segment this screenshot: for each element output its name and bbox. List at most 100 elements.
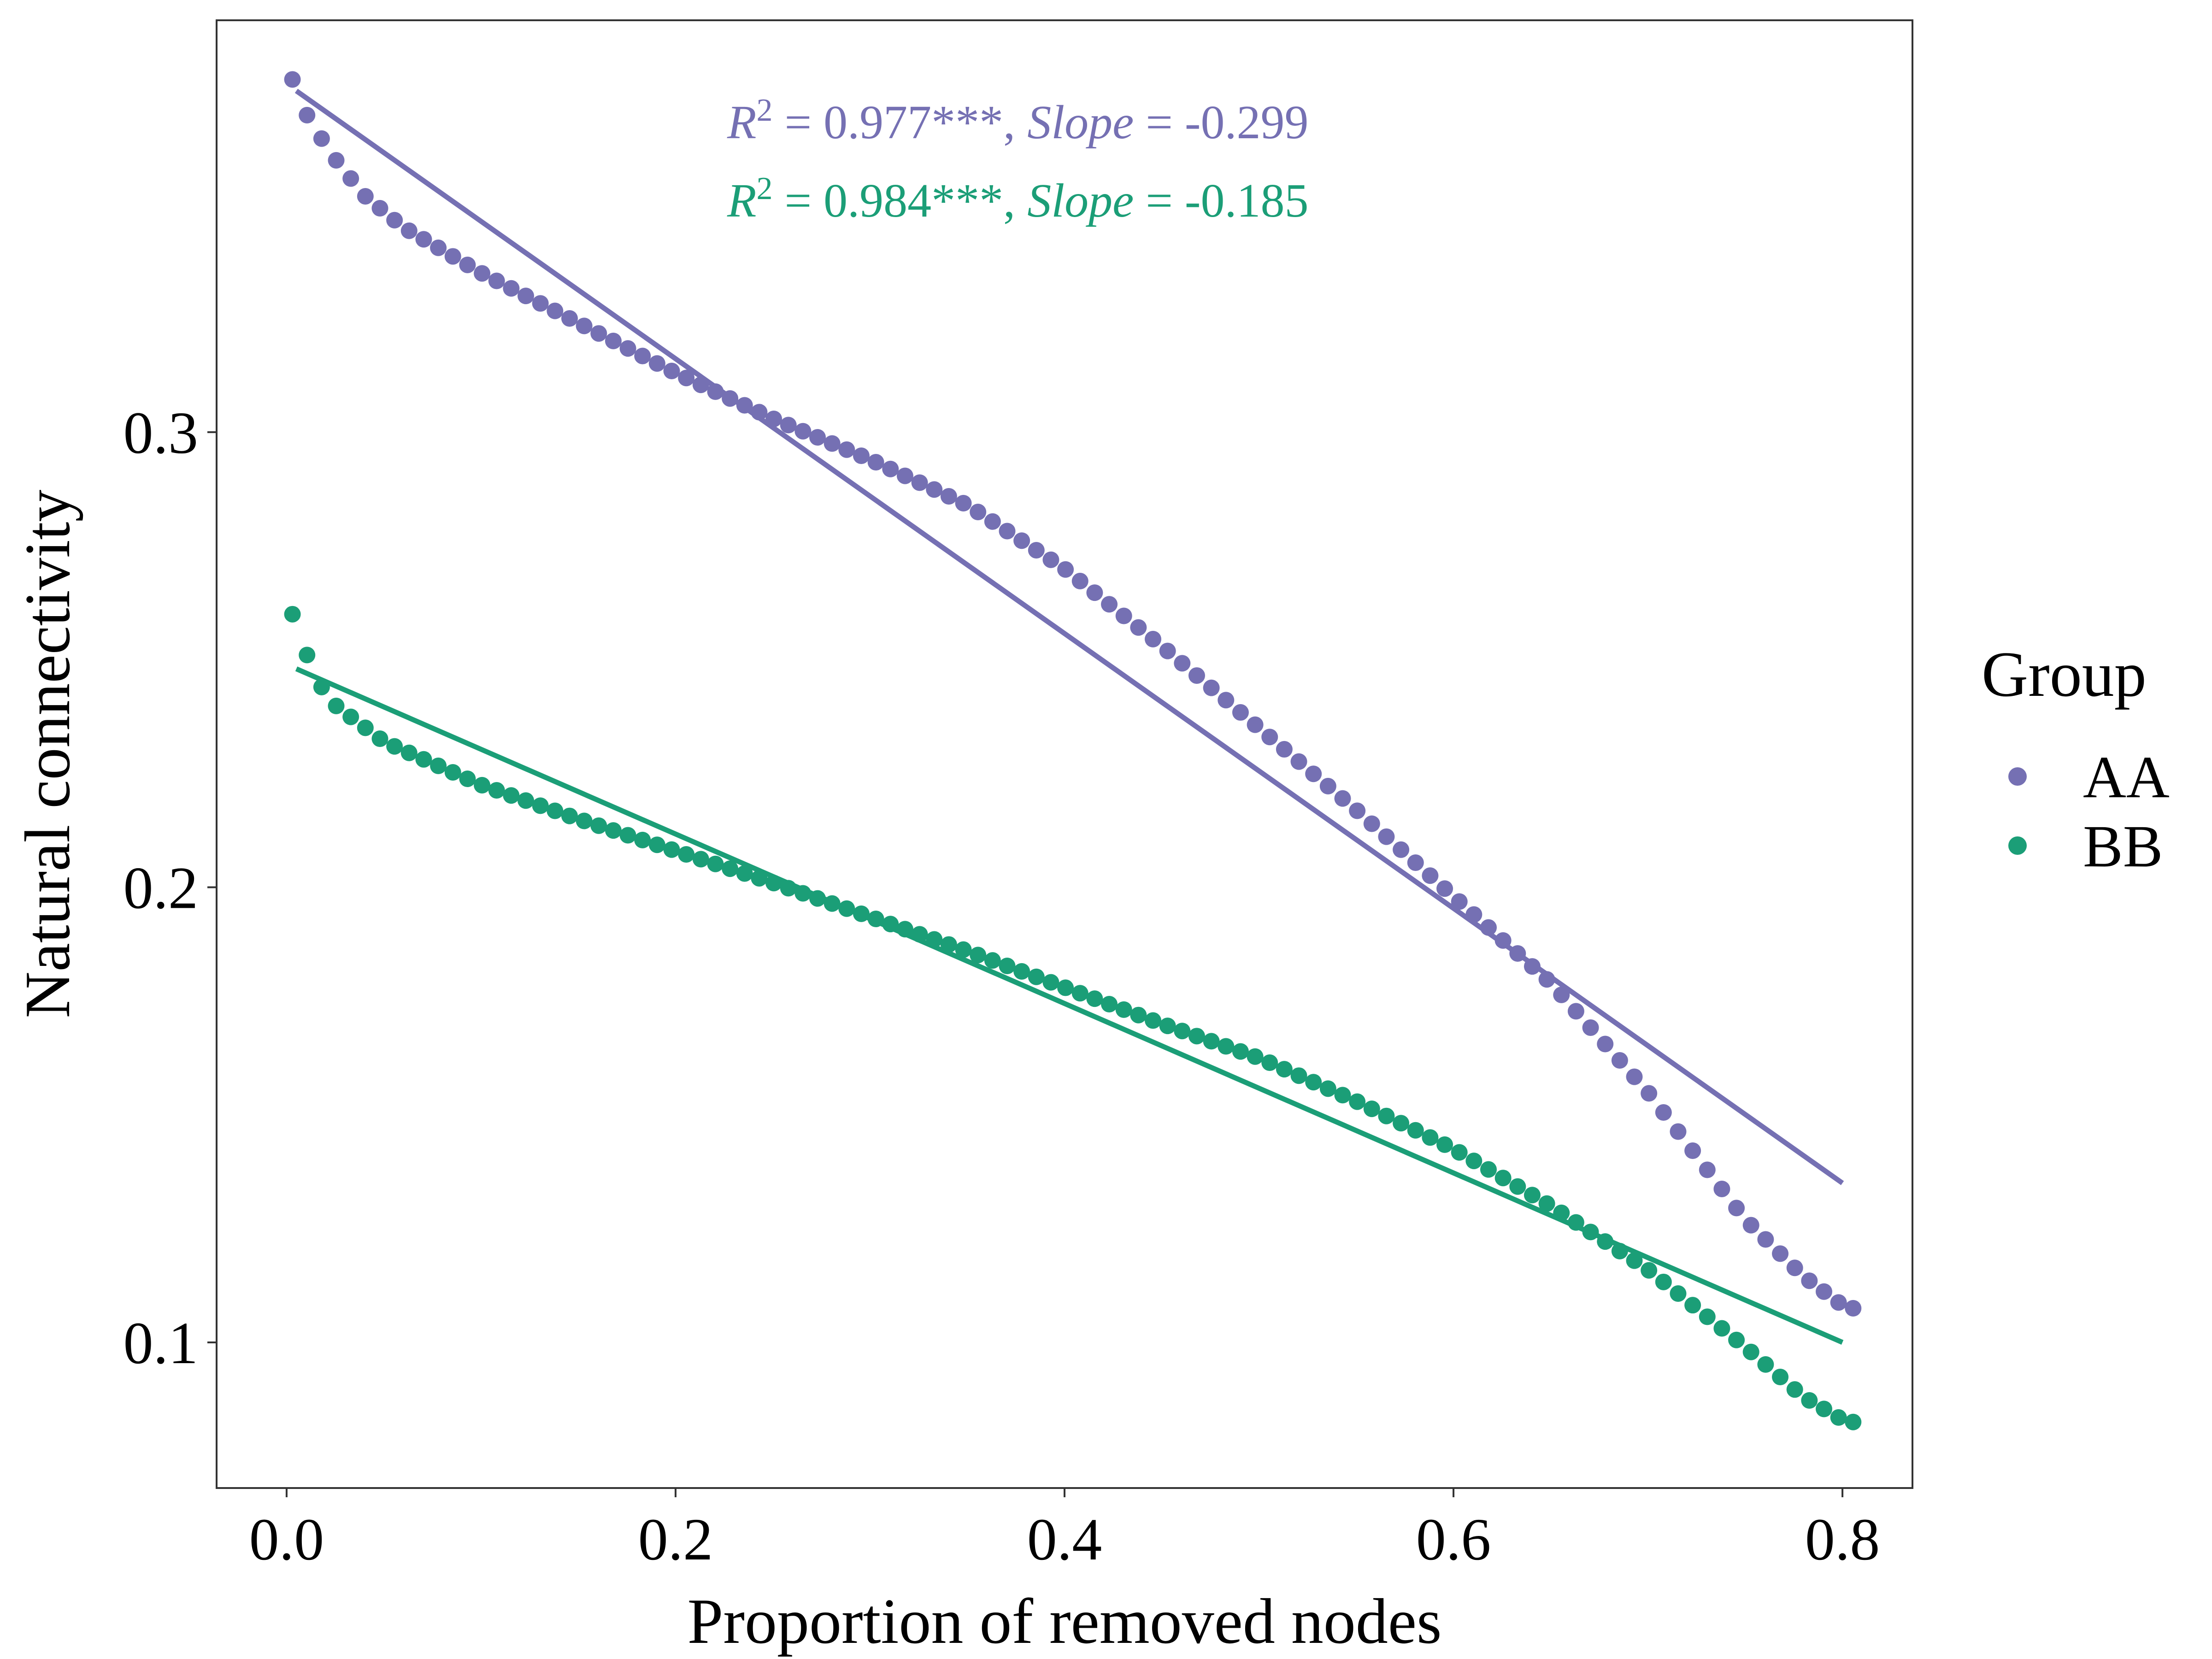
point-aa [1378, 828, 1395, 845]
point-aa [1436, 880, 1453, 897]
legend-key-aa [2008, 767, 2027, 786]
point-bb [1465, 1153, 1483, 1170]
point-bb [1845, 1413, 1862, 1430]
point-aa [853, 447, 870, 465]
point-bb [984, 952, 1001, 969]
point-bb [1319, 1080, 1336, 1097]
point-aa [1757, 1231, 1774, 1248]
point-bb [926, 931, 943, 948]
point-aa [707, 383, 724, 400]
legend-title: Group [1982, 639, 2147, 710]
point-aa [999, 523, 1016, 540]
point-aa [1422, 867, 1439, 884]
point-bb [1641, 1262, 1658, 1279]
point-bb [1480, 1161, 1497, 1178]
point-bb [1670, 1285, 1687, 1302]
point-aa [313, 130, 330, 147]
point-aa [955, 494, 972, 512]
point-aa [1626, 1068, 1643, 1085]
point-aa [1290, 753, 1307, 770]
point-bb [838, 900, 855, 917]
point-aa [590, 325, 607, 342]
y-tick-label: 0.1 [124, 1310, 199, 1377]
data-points [284, 71, 1862, 1430]
point-bb [371, 730, 388, 747]
point-aa [1772, 1245, 1789, 1262]
point-bb [824, 895, 841, 912]
point-bb [1597, 1233, 1614, 1250]
point-aa [984, 513, 1001, 530]
point-bb [1728, 1331, 1745, 1348]
point-aa [1480, 919, 1497, 936]
point-aa [1363, 815, 1380, 832]
point-aa [1261, 729, 1278, 746]
point-aa [765, 411, 782, 428]
point-bb [955, 941, 972, 958]
point-aa [1815, 1283, 1832, 1300]
point-bb [532, 797, 549, 814]
point-aa [605, 332, 622, 349]
point-bb [1261, 1054, 1278, 1071]
point-bb [1071, 985, 1088, 1002]
point-bb [648, 836, 665, 853]
point-bb [1349, 1093, 1366, 1110]
point-bb [780, 880, 797, 897]
point-bb [1582, 1224, 1599, 1241]
point-aa [926, 481, 943, 498]
annotation-bb: R2 = 0.984***, Slope = -0.185 [727, 171, 1309, 228]
point-aa [576, 318, 593, 335]
point-aa [1684, 1142, 1701, 1159]
point-aa [1494, 932, 1512, 949]
point-aa [1334, 790, 1351, 807]
point-bb [1057, 979, 1074, 996]
point-aa [1174, 655, 1191, 672]
point-aa [634, 347, 651, 365]
point-bb [1713, 1320, 1730, 1337]
point-aa [1349, 802, 1366, 819]
point-bb [488, 782, 505, 799]
legend-key-bb [2008, 836, 2027, 855]
point-aa [809, 429, 826, 446]
point-aa [692, 377, 709, 394]
point-bb [853, 905, 870, 922]
point-bb [605, 822, 622, 839]
point-aa [1086, 584, 1103, 601]
plot-panel [216, 19, 1913, 1489]
point-bb [1115, 1001, 1132, 1018]
fit-line-aa [294, 88, 1844, 1185]
point-aa [386, 212, 403, 229]
point-bb [634, 831, 651, 848]
point-aa [1509, 945, 1526, 962]
point-aa [1524, 958, 1541, 975]
legend: Group AA BB [1982, 639, 2170, 880]
point-bb [284, 606, 301, 623]
point-bb [911, 926, 928, 943]
point-bb [386, 738, 403, 755]
point-bb [707, 855, 724, 872]
point-bb [1232, 1043, 1249, 1060]
point-bb [1145, 1012, 1162, 1029]
point-aa [503, 280, 520, 297]
point-aa [1465, 906, 1483, 923]
point-aa [780, 417, 797, 434]
point-aa [342, 170, 359, 187]
point-aa [1407, 854, 1424, 871]
x-tick-label: 0.8 [1805, 1506, 1880, 1573]
point-bb [736, 865, 753, 882]
point-aa [1830, 1294, 1847, 1311]
point-bb [576, 812, 593, 830]
point-bb [444, 764, 461, 781]
x-axis-ticks: 0.0 0.2 0.4 0.6 0.8 [249, 1488, 1880, 1573]
point-aa [415, 231, 432, 248]
point-aa [532, 295, 549, 312]
legend-label-bb: BB [2083, 813, 2163, 880]
point-bb [1159, 1018, 1176, 1035]
point-bb [328, 697, 345, 714]
point-bb [1378, 1107, 1395, 1124]
point-bb [663, 841, 680, 858]
point-bb [1422, 1129, 1439, 1146]
point-aa [430, 239, 447, 256]
point-aa [1597, 1035, 1614, 1053]
point-bb [692, 851, 709, 868]
point-aa [1567, 1003, 1584, 1020]
